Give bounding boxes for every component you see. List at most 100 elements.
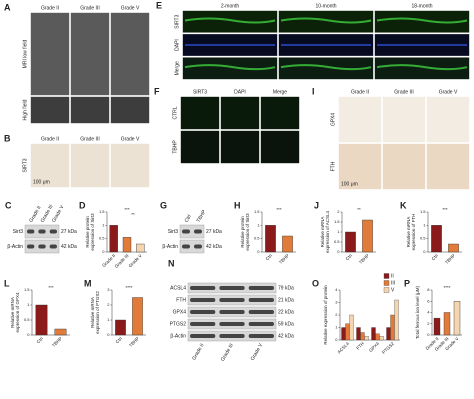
y-axis-label: expression of GPX4 [15,292,20,333]
blot-band [219,286,245,290]
bar [265,225,276,253]
blot-strip [179,239,205,254]
significance-label: *** [48,285,54,290]
column-header: Merge [273,89,287,95]
image-cell [70,12,110,96]
band-size: 42 kDa [61,244,77,250]
band-name: β-Actin [170,333,186,339]
y-tick-label: 1.5 [334,219,340,224]
bar [136,243,145,253]
panel-letter: O [312,278,319,288]
y-axis-label: expression of PTGS2 [95,291,100,334]
column-header: SIRT3 [193,89,207,95]
band-size: 27 kDa [206,229,222,235]
legend-swatch [383,273,390,279]
x-tick-label: Ctrl [115,336,123,344]
y-axis-label: Relative expression of protein [323,285,328,345]
x-tick-label: TBHP [51,336,63,348]
y-axis-label: Total ferrous ion level (μM) [415,285,420,339]
x-tick-label: TBHP [358,253,370,265]
row-label: SIRT3 [22,158,28,172]
y-axis-label: Relative mRNA [90,297,95,328]
blot-band [27,244,35,249]
band-size: 21 kDa [278,297,294,303]
y-tick-label: 0 [27,332,30,337]
scale-label: 100 μm [33,179,50,185]
blot-band [190,298,216,302]
band-name: FTH [176,297,186,303]
panel-letter: J [314,200,319,210]
bar [394,299,399,341]
panel-letter: N [168,258,175,268]
significance-label: ** [131,212,135,217]
blot-band [190,322,216,326]
blot-band [190,310,216,314]
panel-letter: C [5,200,12,210]
x-tick-label: FTH [355,341,365,351]
column-header: Grade II [41,136,59,142]
row-label: DAPI [174,39,180,51]
image-cell [374,57,470,80]
band-size: 79 kDa [278,285,294,291]
panel-letter: D [79,200,86,210]
tissue-signal [376,17,468,24]
row-label: High field [22,99,28,120]
image-cell [220,130,260,164]
row-label: GPX4 [330,113,336,127]
significance-label: **** [125,285,132,290]
y-axis-label: Relative mRNA [320,217,325,248]
y-tick-label: 1 [423,222,426,227]
y-tick-label: 1 [335,325,338,330]
lane-label: Grade V [250,342,265,362]
lane-label: TBHP [196,209,208,224]
bar [115,319,126,336]
x-tick-label: ACSL4 [336,341,350,355]
column-header: 10-month [315,3,336,9]
y-tick-label: 1.5 [24,287,30,292]
image-cell [70,143,110,188]
bar [349,314,354,341]
blot-band [182,229,190,234]
bar [345,231,356,253]
band-size: 42 kDa [206,244,222,250]
bar [448,243,459,253]
column-header: Grade V [121,136,140,142]
legend-label: V [391,287,395,293]
image-cell [180,130,220,164]
y-tick-label: 0 [427,332,430,337]
y-tick-label: 2 [107,302,110,307]
blot-band [219,310,245,314]
band-name: PTGS2 [170,321,187,327]
band-name: β-Actin [162,244,178,250]
y-tick-label: 4 [335,287,338,292]
image-cell [180,96,220,130]
y-tick-label: 0 [423,249,426,254]
bar [443,312,451,336]
row-label: SIRT3 [174,14,180,28]
image-cell [110,12,150,96]
blot-band [219,322,245,326]
y-tick-label: 0 [102,249,105,254]
y-tick-label: 3 [335,300,338,305]
y-tick-label: 1.5 [254,209,260,214]
x-tick-label: Grade III [114,253,130,269]
y-tick-label: 1 [102,222,105,227]
band-size: 59 kDa [278,321,294,327]
blot-band [248,286,274,290]
panel-letter: K [400,200,407,210]
image-cell [278,10,374,33]
row-label: FTH [330,161,336,171]
column-header: Grade V [439,89,458,95]
panel-letter: E [156,0,162,10]
legend-label: II [391,273,394,279]
x-tick-label: TBHP [128,336,140,348]
x-tick-label: Grade V [127,253,142,268]
y-tick-label: 3 [107,287,110,292]
image-cell [30,143,70,188]
blot-band [49,244,57,249]
blot-band [219,334,245,338]
panel-letter: L [4,278,10,288]
y-tick-label: 1 [337,229,340,234]
y-tick-label: 0.5 [334,239,340,244]
column-header: Grade III [394,89,413,95]
